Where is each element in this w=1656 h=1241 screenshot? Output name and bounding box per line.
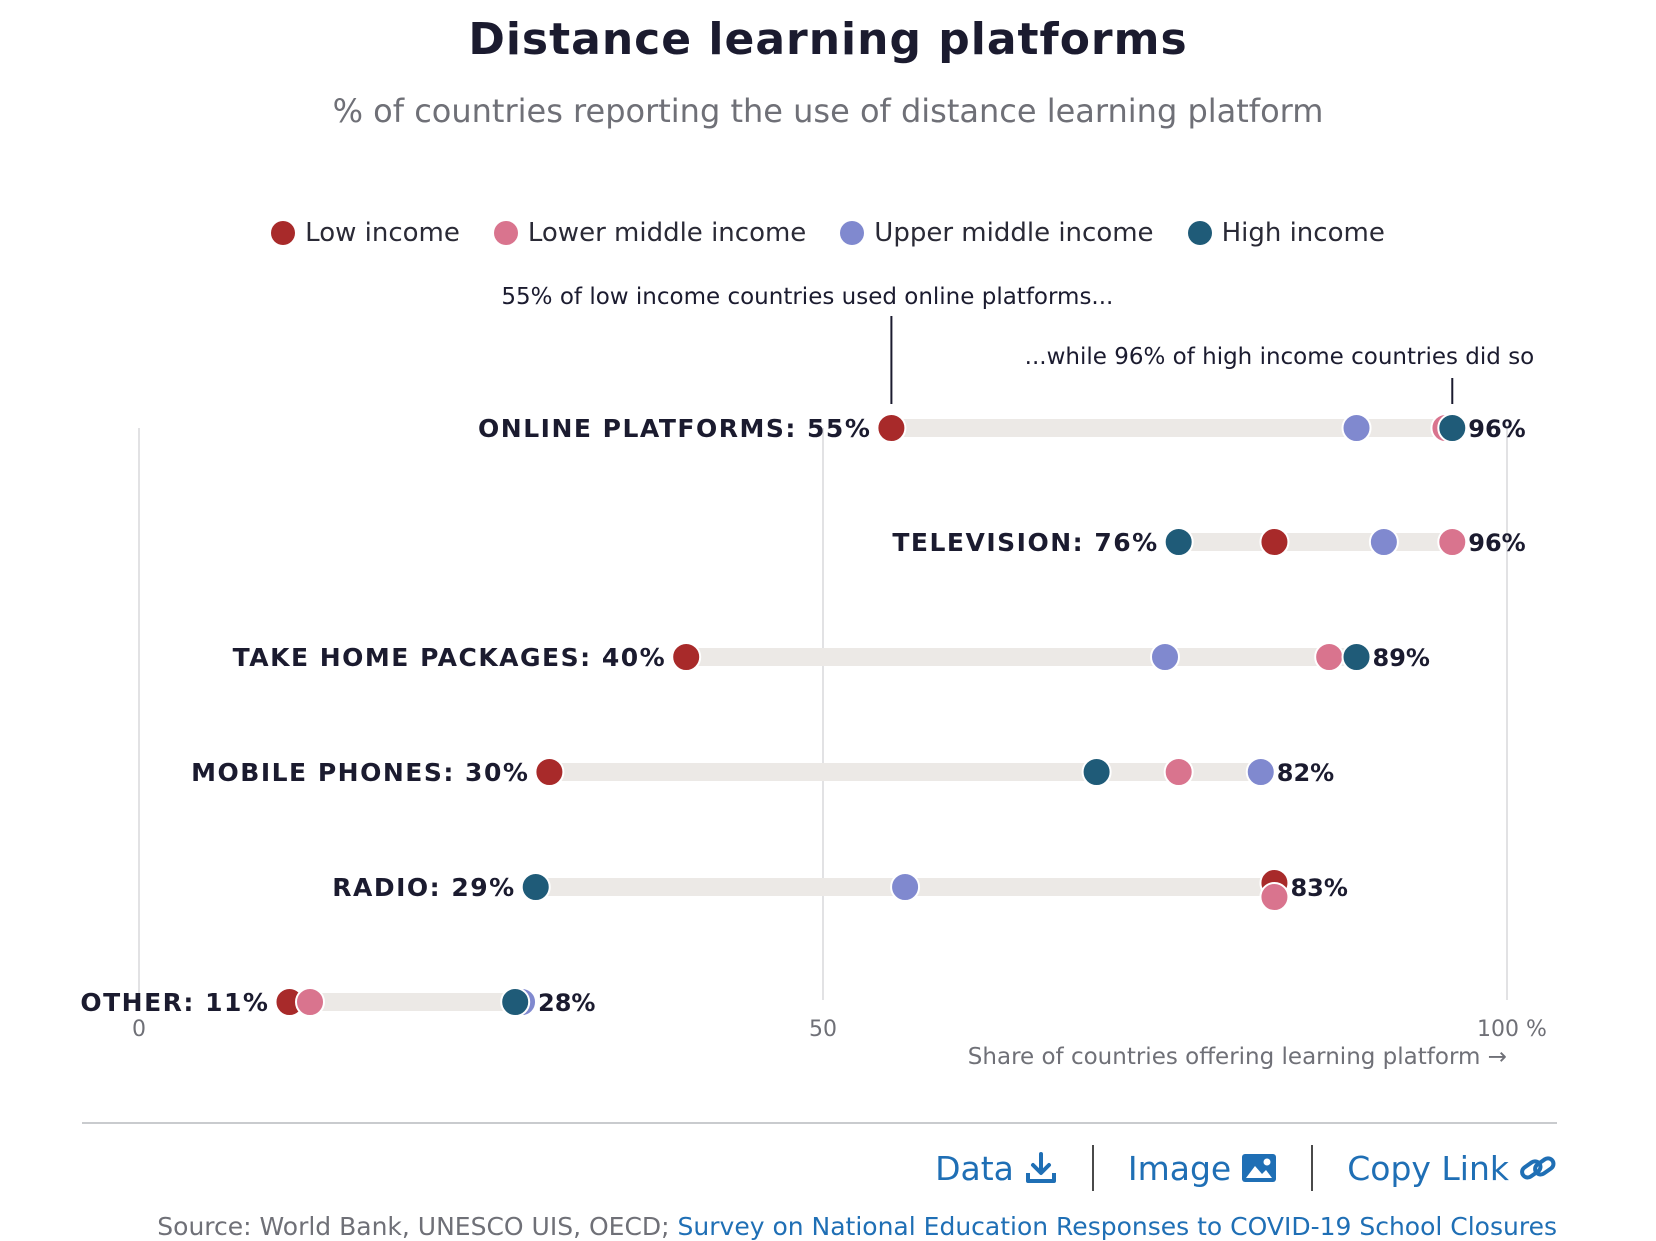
data-point — [1437, 527, 1468, 557]
category-label: TAKE HOME PACKAGES: 40% — [233, 643, 667, 672]
data-point — [1259, 527, 1290, 557]
legend-label: Upper middle income — [874, 218, 1154, 248]
chart-subtitle: % of countries reporting the use of dist… — [332, 92, 1324, 130]
max-value-label: 82% — [1277, 759, 1334, 787]
footer-divider — [82, 1122, 1557, 1124]
image-link-label: Image — [1127, 1148, 1232, 1188]
data-point — [671, 642, 702, 672]
legend-dot-low-income — [271, 221, 296, 245]
legend-item-low-income[interactable]: Low income — [271, 218, 460, 248]
data-point — [1081, 757, 1112, 787]
image-icon — [1242, 1154, 1277, 1182]
data-point — [1150, 642, 1180, 672]
data-point — [520, 872, 551, 902]
category-label: ONLINE PLATFORMS: 55% — [478, 414, 871, 443]
data-point — [1163, 527, 1194, 557]
data-point — [876, 413, 907, 443]
max-value-label: 83% — [1290, 874, 1347, 902]
source-note: Source: World Bank, UNESCO UIS, OECD; Su… — [157, 1212, 1557, 1241]
download-icon — [1025, 1152, 1056, 1183]
x-tick-label: 0 — [132, 1017, 146, 1042]
category-label: OTHER: 11% — [80, 988, 269, 1017]
legend-dot-upper-middle-income — [840, 221, 865, 245]
footer-separator — [1091, 1145, 1094, 1191]
data-point — [1163, 757, 1194, 787]
data-point — [1314, 642, 1345, 672]
annotation-high-income: ...while 96% of high income countries di… — [1025, 344, 1535, 370]
copy-link-button[interactable]: Copy Link — [1313, 1149, 1557, 1188]
x-tick-label: 100 % — [1477, 1017, 1547, 1042]
legend-label: High income — [1221, 218, 1385, 248]
category-label: MOBILE PHONES: 30% — [191, 758, 529, 787]
data-point — [534, 757, 565, 787]
data-point — [890, 872, 921, 902]
x-axis-label: Share of countries offering learning pla… — [968, 1044, 1507, 1070]
chart-plot: 0 50 100 %Share of countries offering lear… — [80, 284, 1547, 1070]
legend-item-high-income[interactable]: High income — [1187, 218, 1385, 248]
legend-item-upper-middle-income[interactable]: Upper middle income — [840, 218, 1154, 248]
data-point — [295, 987, 325, 1017]
legend-dot-lower-middle-income — [493, 221, 518, 245]
chart-title: Distance learning platforms — [468, 14, 1188, 65]
max-value-label: 96% — [1468, 529, 1525, 557]
image-download-link[interactable]: Image — [1094, 1149, 1311, 1188]
max-value-label: 89% — [1373, 644, 1430, 672]
data-point — [1245, 757, 1276, 787]
max-value-label: 28% — [538, 989, 595, 1017]
category-label: TELEVISION: 76% — [892, 528, 1158, 557]
x-tick-label: 50 — [809, 1017, 837, 1042]
data-point — [1368, 527, 1399, 557]
legend-item-lower-middle-income[interactable]: Lower middle income — [493, 218, 807, 248]
source-link[interactable]: Survey on National Education Responses t… — [677, 1212, 1557, 1241]
link-icon — [1520, 1156, 1556, 1180]
footer-separator — [1311, 1145, 1314, 1191]
footer-links: Data Image Copy Link — [901, 1145, 1557, 1191]
data-point — [1259, 882, 1290, 912]
legend: Low income Lower middle income Upper mid… — [0, 218, 1656, 248]
data-point — [1341, 642, 1372, 672]
category-label: RADIO: 29% — [332, 873, 515, 902]
data-point — [500, 987, 531, 1017]
source-text: Source: World Bank, UNESCO UIS, OECD; — [157, 1212, 678, 1241]
data-point — [1437, 413, 1468, 443]
data-point — [1341, 413, 1372, 443]
data-download-link[interactable]: Data — [901, 1149, 1092, 1188]
max-value-label: 96% — [1468, 415, 1525, 443]
legend-label: Low income — [305, 218, 460, 248]
annotation-low-income: 55% of low income countries used online … — [501, 284, 1113, 310]
legend-label: Lower middle income — [527, 218, 807, 248]
legend-dot-high-income — [1187, 221, 1212, 245]
copy-link-label: Copy Link — [1347, 1148, 1509, 1188]
data-link-label: Data — [935, 1148, 1014, 1188]
